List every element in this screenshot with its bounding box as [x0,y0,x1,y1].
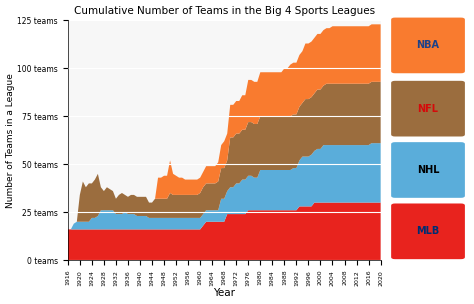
X-axis label: Year: Year [213,288,235,299]
Y-axis label: Number of Teams in a League: Number of Teams in a League [6,73,15,208]
Text: NBA: NBA [417,40,439,50]
Title: Cumulative Number of Teams in the Big 4 Sports Leagues: Cumulative Number of Teams in the Big 4 … [73,5,375,16]
Text: NFL: NFL [418,104,438,114]
Text: NHL: NHL [417,165,439,175]
Text: MLB: MLB [416,226,440,236]
